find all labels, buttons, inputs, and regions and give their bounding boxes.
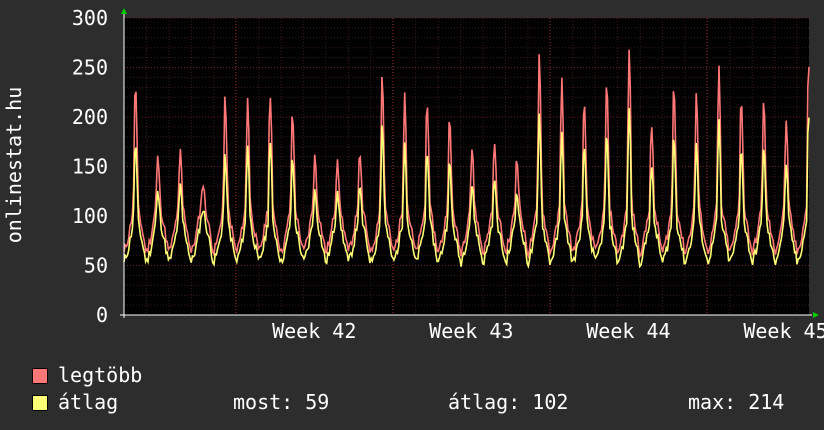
series-lines [123,49,810,269]
legend-swatch-max [32,368,48,384]
y-axis-title: onlinestat.hu [2,86,26,244]
legend-label-avg: átlag [58,390,119,414]
stat-max-label: max: [688,390,737,414]
x-tick-label: Week 44 [586,319,670,343]
x-axis-arrow-icon [813,312,819,318]
stat-avg-value: 102 [532,390,569,414]
y-tick-label: 250 [72,56,108,80]
series-line-avg [123,108,810,269]
x-tick-labels: Week 42 Week 43 Week 44 Week 45 [272,319,824,343]
y-tick-label: 100 [72,204,108,228]
y-axis-arrow-icon [121,8,127,14]
y-tick-label: 200 [72,105,108,129]
stat-avg: átlag: 102 [448,390,568,414]
x-tick-label: Week 42 [272,319,356,343]
y-tick-label: 300 [72,6,108,30]
x-tick-label: Week 43 [429,319,513,343]
legend-label-max: legtöbb [58,363,143,387]
x-tick-label: Week 45 [743,319,824,343]
stat-max-value: 214 [748,390,785,414]
y-tick-labels: 0 50 100 150 200 250 300 [72,6,108,327]
stat-now-value: 59 [305,390,330,414]
stat-now: most: 59 [233,390,329,414]
y-tick-label: 150 [72,155,108,179]
stat-now-label: most: [233,390,294,414]
y-tick-label: 50 [84,254,108,278]
stat-avg-label: átlag: [448,390,521,414]
legend-swatch-avg [32,395,48,411]
stat-max: max: 214 [688,390,784,414]
y-tick-label: 0 [96,303,108,327]
